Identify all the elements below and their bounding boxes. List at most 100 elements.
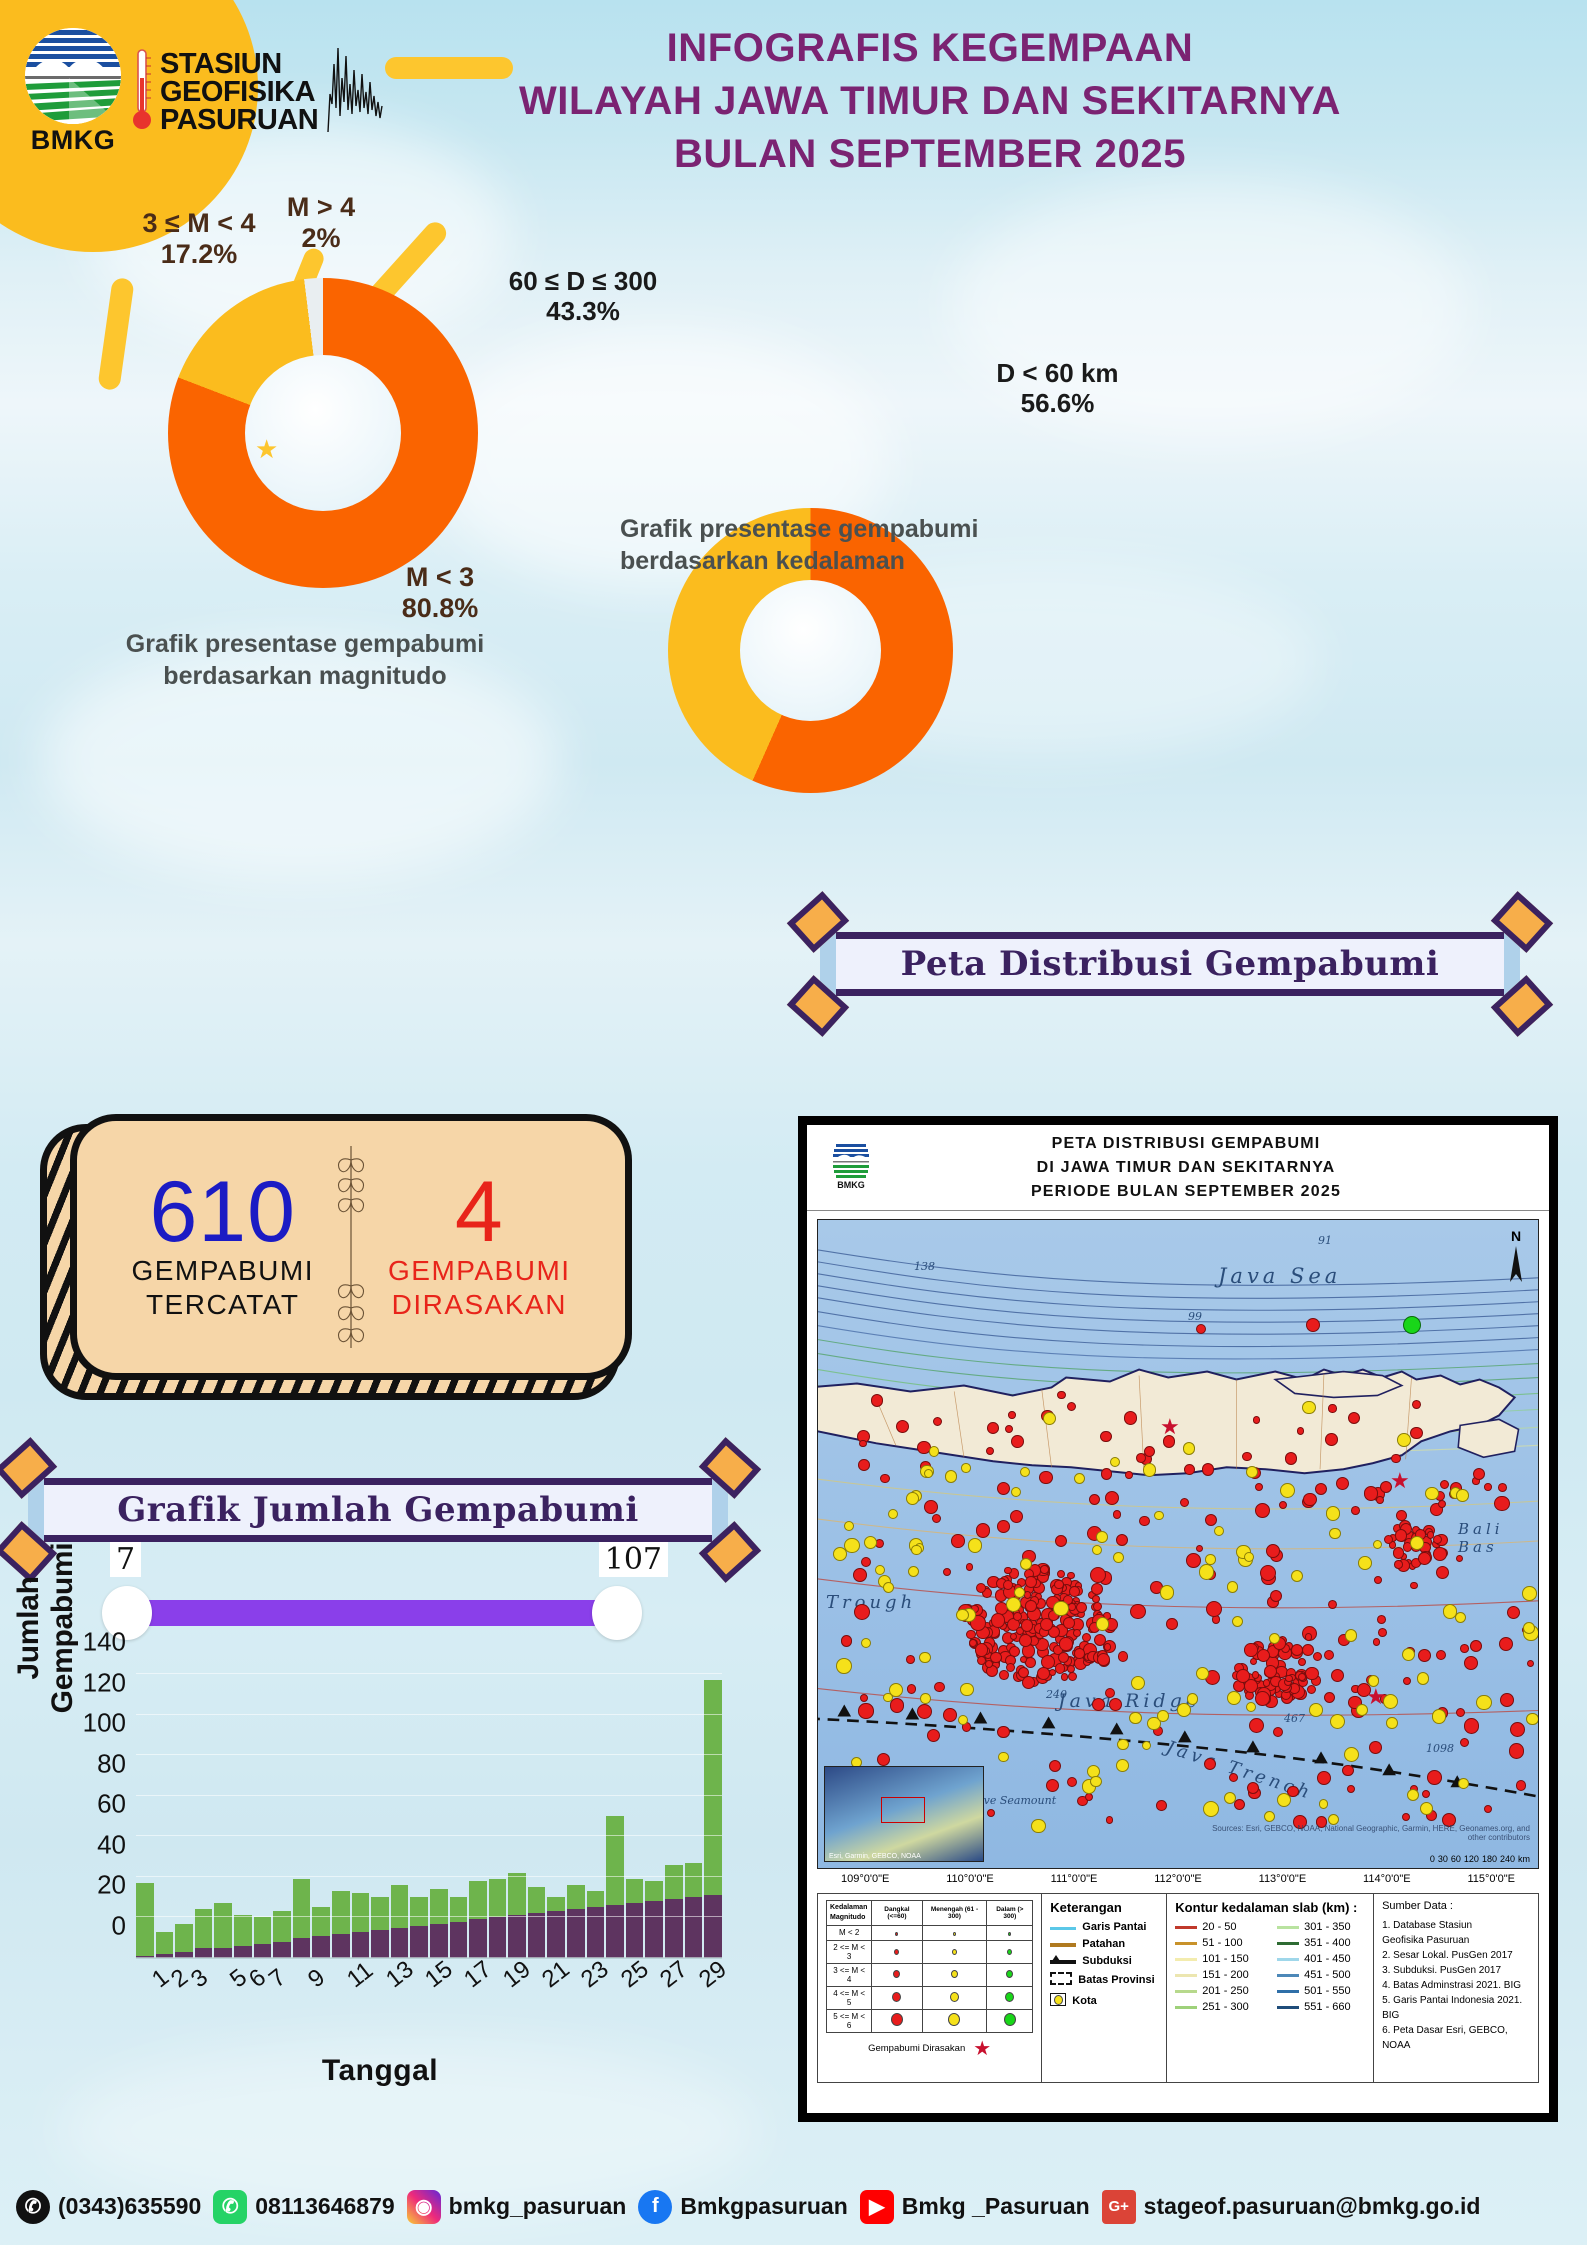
- earthquake-epicenter: [905, 1654, 915, 1664]
- footer-contact-item[interactable]: ▶ Bmkg _Pasuruan: [859, 2189, 1090, 2224]
- chart-gridline: [136, 1835, 722, 1837]
- earthquake-epicenter: [1090, 1567, 1107, 1584]
- earthquake-epicenter: [1073, 1629, 1082, 1638]
- earthquake-epicenter: [1053, 1600, 1069, 1617]
- earthquake-epicenter: [1226, 1581, 1238, 1593]
- banner-bar: Peta Distribusi Gempabumi: [820, 932, 1520, 996]
- earthquake-epicenter: [1494, 1496, 1510, 1512]
- earthquake-epicenter: [1284, 1674, 1293, 1683]
- felt-legend-label: Gempabumi Dirasakan: [868, 2043, 966, 2055]
- earthquake-epicenter: [1236, 1668, 1251, 1683]
- earthquake-epicenter: [1369, 1741, 1383, 1755]
- earthquake-epicenter: [1484, 1483, 1492, 1491]
- earthquake-epicenter: [1506, 1605, 1521, 1619]
- earthquake-epicenter: [1367, 1674, 1380, 1687]
- earthquake-epicenter: [1276, 1792, 1291, 1807]
- footer-contact-item[interactable]: G+ stageof.pasuruan@bmkg.go.id: [1101, 2189, 1480, 2224]
- x-axis-title: Tanggal: [321, 2054, 439, 2087]
- slider-handle-max[interactable]: [592, 1586, 642, 1640]
- bar-segment-total: [253, 1917, 272, 1944]
- earthquake-epicenter: [1076, 1602, 1088, 1614]
- earthquake-epicenter: [932, 1416, 942, 1426]
- earthquake-epicenter: [1402, 1676, 1411, 1685]
- legend-symbol-icon: [1050, 1922, 1077, 1933]
- bar-column: [253, 1664, 272, 1958]
- bar-segment-total: [331, 1891, 350, 1934]
- north-label: N: [1510, 1228, 1522, 1244]
- earthquake-epicenter: [1019, 1633, 1032, 1647]
- earthquake-epicenter: [1048, 1669, 1057, 1677]
- earthquake-epicenter: [1356, 1682, 1372, 1698]
- footer-contact-item[interactable]: ✆ (0343)635590: [16, 2189, 201, 2224]
- kontur-entry: 501 - 550: [1277, 1985, 1365, 1997]
- bar-column: [625, 1664, 644, 1958]
- earthquake-epicenter: [944, 1469, 958, 1483]
- earthquake-epicenter: [1402, 1813, 1411, 1822]
- kontur-entry: 101 - 150: [1175, 1953, 1263, 1965]
- kontur-entry: 301 - 350: [1277, 1921, 1365, 1933]
- footer-contact-item[interactable]: ◉ bmkg_pasuruan: [406, 2189, 626, 2224]
- slider-handle-min[interactable]: [102, 1586, 152, 1640]
- bar-segment-total: [390, 1885, 409, 1928]
- earthquake-epicenter: [1410, 1535, 1425, 1550]
- google-plus-icon: G+: [1101, 2189, 1136, 2224]
- earthquake-epicenter: [876, 1752, 891, 1767]
- keterangan-title: Keterangan: [1050, 1900, 1122, 1915]
- earthquake-epicenter: [836, 1658, 853, 1675]
- earthquake-epicenter: [1004, 1566, 1012, 1575]
- earthquake-epicenter: [1440, 1479, 1450, 1489]
- inset-attribution: Esri, Garmin, GEBCO, NOAA: [829, 1853, 921, 1860]
- whatsapp-icon: ✆: [213, 2189, 248, 2224]
- earthquake-epicenter: [1057, 1390, 1067, 1400]
- earthquake-epicenter: [1303, 1492, 1317, 1507]
- x-axis-tick: 15: [420, 1955, 458, 1994]
- legend-kontur: Kontur kedalaman slab (km) : 20 - 50 301 …: [1167, 1894, 1375, 2082]
- earthquake-epicenter: [1163, 1435, 1176, 1448]
- slider-max-value: 107: [598, 1542, 668, 1577]
- y-axis-tick: 140: [82, 1626, 126, 1657]
- earthquake-epicenter: [1401, 1647, 1415, 1661]
- bar-segment-total: [194, 1909, 213, 1948]
- earthquake-epicenter: [918, 1651, 931, 1664]
- earthquake-epicenter: [920, 1693, 931, 1704]
- earthquake-epicenter: [1297, 1673, 1306, 1682]
- label-value: 2%: [301, 223, 341, 254]
- earthquake-epicenter: [895, 1420, 910, 1434]
- earthquake-epicenter: [1386, 1717, 1398, 1730]
- bar-column: [292, 1664, 311, 1958]
- bar-segment-cumulative: [331, 1933, 350, 1958]
- bar-segment-cumulative: [567, 1909, 585, 1958]
- bar-segment-total: [429, 1889, 448, 1924]
- bar-column: [567, 1664, 585, 1958]
- earthquake-epicenter: [1305, 1666, 1319, 1681]
- earthquake-epicenter: [1244, 1643, 1258, 1657]
- earthquake-epicenter: [916, 1704, 933, 1720]
- earthquake-epicenter: [1246, 1701, 1257, 1712]
- bar-segment-cumulative: [292, 1937, 311, 1958]
- statistics-card: 610 GEMPABUMI TERCATAT: [40, 1114, 632, 1400]
- map-scale-bar: 0 30 60 120 180 240 km: [1429, 1854, 1530, 1864]
- footer-contact-item[interactable]: ✆ 08113646879: [213, 2189, 395, 2224]
- earthquake-epicenter: [1416, 1671, 1430, 1685]
- x-axis-tick: 17: [459, 1955, 497, 1994]
- earthquake-epicenter: [1040, 1565, 1049, 1574]
- earthquake-epicenter: [1095, 1617, 1110, 1631]
- x-axis-tick: 9: [303, 1963, 331, 1994]
- sumber-title: Sumber Data :: [1382, 1900, 1453, 1912]
- caption-line-2: berdasarkan kedalaman: [620, 547, 905, 575]
- earthquake-epicenter: [961, 1463, 971, 1473]
- earthquake-epicenter: [1329, 1527, 1341, 1540]
- footer-contact-item[interactable]: f Bmkgpasuruan: [638, 2189, 848, 2224]
- header-logo-block: BMKG STASIUN GEOFISIKA PASURUAN: [20, 28, 384, 156]
- title-line-2: WILAYAH JAWA TIMUR DAN SEKITARNYA: [518, 79, 1342, 124]
- earthquake-epicenter: [1325, 1506, 1341, 1521]
- earthquake-epicenter: [1312, 1651, 1323, 1662]
- slider-track[interactable]: [130, 1600, 620, 1626]
- earthquake-epicenter: [1109, 1697, 1123, 1711]
- magnitude-label-above4: M > 4 2%: [246, 192, 396, 255]
- earthquake-epicenter: [1379, 1481, 1392, 1494]
- map-longitude-labels: 109°0'0"E 110°0'0"E 111°0'0"E 112°0'0"E 113°…: [807, 1869, 1549, 1885]
- earthquake-epicenter: [1011, 1486, 1022, 1497]
- range-slider[interactable]: 7 107: [92, 1542, 668, 1644]
- bar-segment-cumulative: [390, 1927, 409, 1958]
